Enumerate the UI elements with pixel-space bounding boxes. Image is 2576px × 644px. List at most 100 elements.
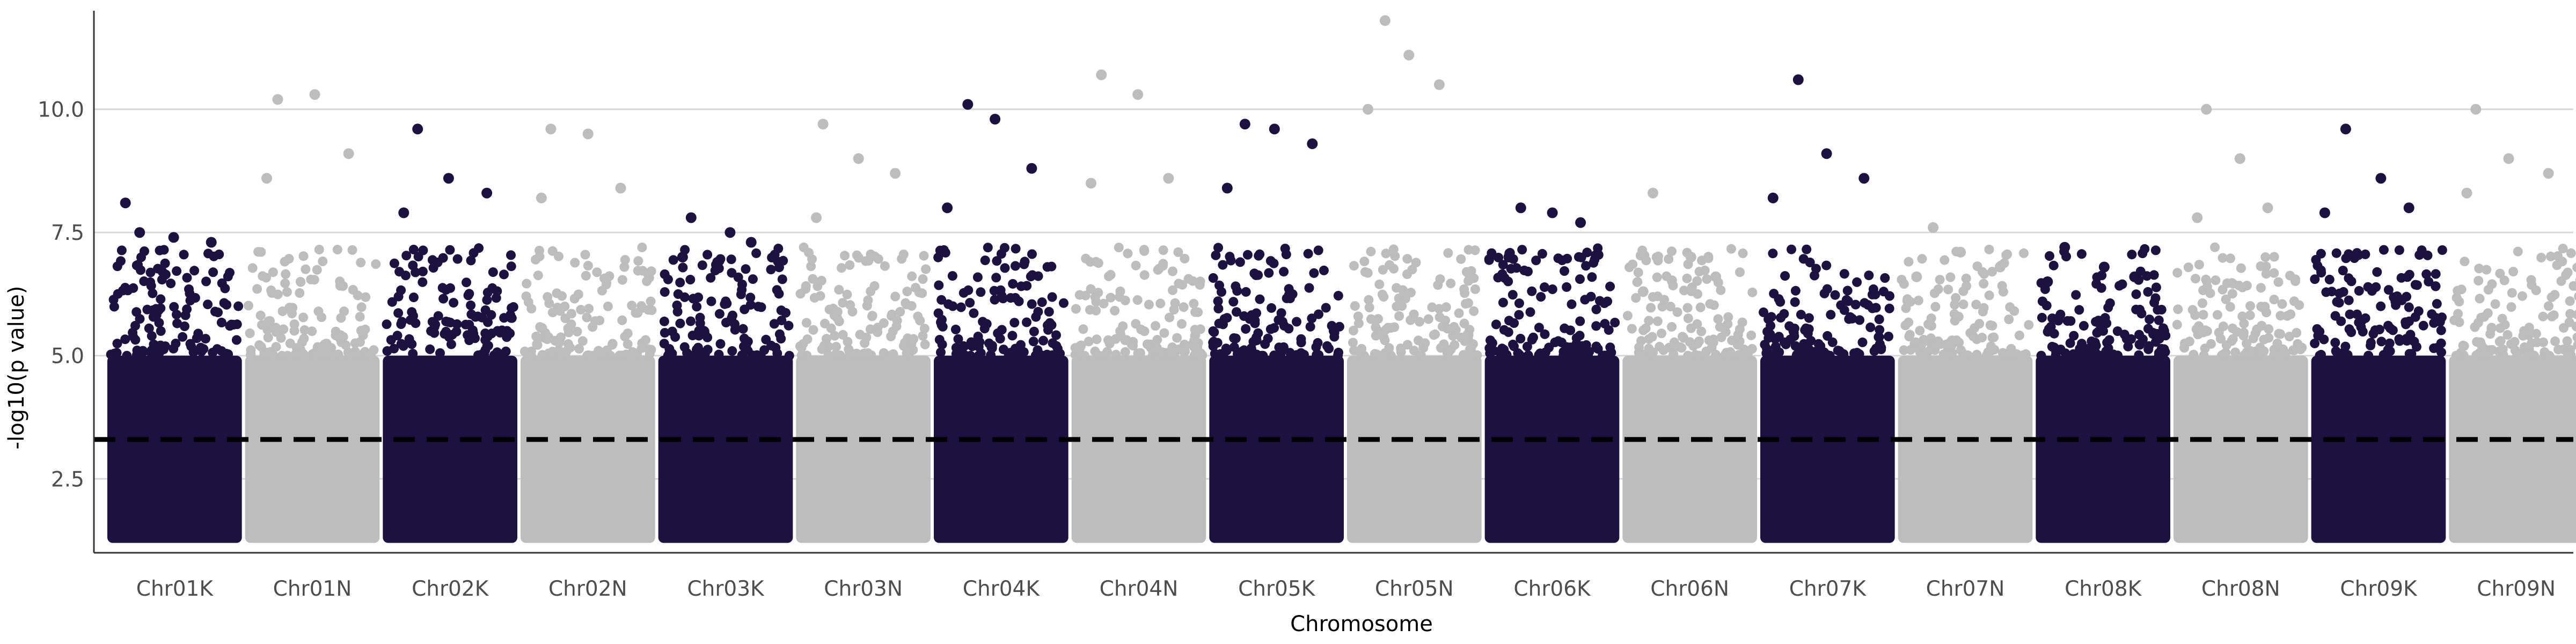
snp-point	[1353, 318, 1364, 328]
snp-point	[2004, 347, 2014, 357]
snp-point	[1279, 267, 1289, 277]
snp-point	[543, 292, 553, 302]
chromosome-band-chr05n	[1347, 355, 1482, 543]
snp-point	[1151, 321, 1160, 331]
snp-point	[603, 301, 613, 311]
snp-point	[1581, 340, 1591, 350]
snp-point	[256, 342, 266, 352]
snp-point	[695, 312, 705, 323]
snp-peak-point	[412, 123, 423, 135]
chromosome-band-chr08n	[2174, 355, 2308, 543]
snp-point	[314, 245, 324, 254]
snp-point	[2173, 304, 2183, 314]
snp-point	[2427, 309, 2437, 319]
snp-point	[620, 255, 630, 265]
snp-peak-point	[1928, 222, 1939, 233]
snp-point	[633, 256, 643, 266]
snp-point	[282, 350, 292, 361]
snp-point	[201, 276, 211, 287]
snp-point	[156, 294, 166, 304]
snp-point	[1913, 295, 1923, 305]
snp-point	[957, 347, 967, 357]
snp-point	[1825, 350, 1835, 361]
snp-point	[1269, 350, 1279, 361]
snp-point	[172, 266, 182, 276]
snp-point	[1811, 346, 1821, 356]
snp-point	[919, 324, 930, 334]
snp-point	[1723, 312, 1733, 322]
snp-point	[1498, 297, 1508, 308]
snp-point	[992, 256, 1002, 266]
snp-point	[1732, 340, 1743, 350]
snp-point	[1006, 293, 1016, 303]
snp-point	[2257, 320, 2267, 331]
snp-point	[1841, 295, 1851, 305]
snp-point	[1252, 349, 1262, 360]
snp-point	[1022, 317, 1031, 327]
snp-point	[449, 298, 459, 308]
snp-point	[584, 304, 594, 314]
snp-point	[180, 310, 191, 320]
snp-point	[2451, 292, 2462, 303]
snp-point	[1653, 251, 1663, 261]
snp-point	[1634, 342, 1644, 353]
snp-point	[633, 266, 643, 276]
snp-point	[582, 312, 592, 323]
snp-point	[401, 251, 412, 261]
snp-point	[2502, 330, 2513, 340]
snp-point	[646, 296, 656, 306]
snp-point	[1506, 264, 1516, 274]
snp-point	[1469, 306, 1479, 316]
snp-peak-point	[1955, 246, 1966, 258]
snp-point	[245, 328, 255, 338]
snp-point	[2237, 311, 2248, 321]
snp-point	[799, 242, 809, 252]
snp-point	[1775, 297, 1785, 307]
snp-point	[632, 349, 642, 359]
snp-point	[1269, 258, 1279, 268]
snp-point	[1213, 243, 1223, 253]
snp-point	[1228, 297, 1239, 307]
snp-point	[1904, 317, 1914, 327]
snp-point	[1576, 252, 1586, 262]
snp-point	[152, 349, 162, 360]
chromosome-band-chr02k	[383, 355, 517, 543]
snp-point	[1600, 350, 1610, 361]
snp-point	[2558, 244, 2568, 254]
snp-point	[702, 332, 713, 342]
snp-point	[1657, 302, 1667, 312]
snp-point	[1296, 338, 1306, 348]
snp-point	[353, 290, 363, 301]
snp-point	[2572, 262, 2576, 273]
snp-point	[980, 255, 990, 266]
snp-point	[2228, 334, 2238, 344]
snp-peak-point	[2543, 168, 2554, 179]
snp-point	[1834, 346, 1845, 356]
snp-point	[1704, 335, 1714, 346]
snp-peak-point	[2461, 187, 2472, 199]
snp-point	[1304, 283, 1314, 293]
snp-point	[879, 350, 889, 361]
snp-point	[2414, 250, 2425, 260]
snp-point	[1466, 266, 1476, 276]
snp-point	[2112, 326, 2123, 336]
snp-point	[1333, 291, 1343, 301]
snp-point	[2553, 251, 2563, 261]
snp-point	[771, 343, 781, 353]
snp-point	[312, 342, 323, 352]
snp-point	[2256, 261, 2266, 271]
snp-point	[1131, 260, 1141, 270]
snp-point	[1868, 284, 1878, 294]
snp-peak-point	[1547, 207, 1558, 218]
snp-point	[1537, 248, 1547, 259]
snp-point	[1144, 299, 1154, 310]
snp-point	[1284, 290, 1294, 300]
snp-point	[1103, 335, 1113, 345]
snp-point	[1926, 313, 1936, 324]
snp-point	[873, 327, 883, 337]
snp-point	[902, 299, 911, 310]
chromosome-blocks	[107, 355, 2576, 543]
snp-point	[287, 309, 297, 319]
snp-point	[2289, 345, 2299, 355]
chromosome-band-chr03n	[796, 355, 931, 543]
